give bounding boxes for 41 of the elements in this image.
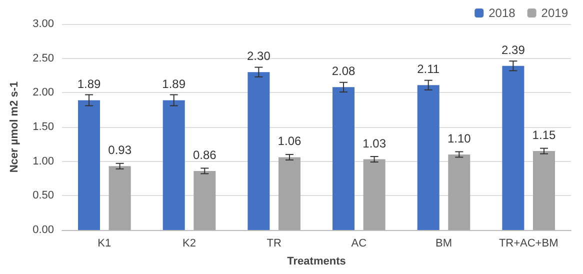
- y-tick-label: 2.00: [32, 86, 54, 99]
- bar: [448, 154, 470, 230]
- x-tick-label: K2: [182, 238, 196, 250]
- data-label: 2.39: [502, 42, 526, 57]
- x-tick-label: AC: [351, 238, 367, 250]
- bar: [108, 166, 131, 230]
- x-tick-label: K1: [98, 238, 112, 250]
- data-label: 2.08: [332, 64, 356, 78]
- data-label: 1.89: [162, 77, 186, 92]
- legend-label: 2019: [541, 6, 568, 20]
- data-label: 1.06: [278, 134, 302, 148]
- data-label: 0.93: [108, 143, 132, 158]
- data-label: 0.86: [192, 148, 217, 162]
- bar: [248, 72, 270, 230]
- data-label: 1.15: [532, 128, 556, 142]
- y-tick-label: 1.50: [32, 121, 54, 133]
- bar: [502, 66, 524, 230]
- x-axis-title: Treatments: [287, 256, 346, 268]
- bar: [162, 100, 185, 230]
- x-tick-label: TR+AC+BM: [498, 238, 558, 250]
- data-label: 1.03: [362, 136, 386, 150]
- y-axis-title: Ncer µmol m2 s-1: [8, 81, 20, 173]
- bar: [78, 100, 100, 230]
- bar: [332, 87, 355, 230]
- x-tick-label: TR: [266, 238, 282, 250]
- bar: [532, 151, 555, 230]
- data-label: 1.10: [447, 131, 472, 146]
- y-tick-label: 1.00: [32, 155, 54, 168]
- x-tick-label: BM: [436, 238, 452, 250]
- bar: [363, 159, 386, 230]
- y-tick-label: 0.00: [32, 224, 54, 236]
- data-label: 2.11: [417, 62, 440, 76]
- y-tick-label: 2.50: [32, 52, 54, 64]
- y-tick-label: 0.50: [32, 190, 54, 202]
- data-label: 1.89: [77, 77, 102, 92]
- data-label: 2.30: [247, 49, 271, 64]
- bar: [194, 170, 216, 230]
- bar: [417, 85, 440, 230]
- bar: [278, 157, 300, 230]
- y-tick-label: 3.00: [32, 18, 54, 30]
- legend-label: 2018: [488, 6, 516, 20]
